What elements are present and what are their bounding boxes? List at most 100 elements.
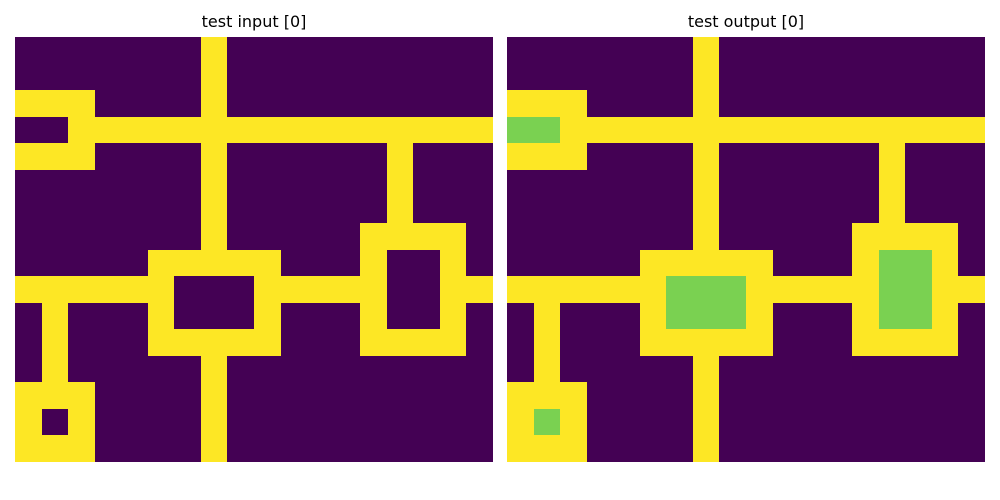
grid-cell (227, 408, 254, 436)
grid-cell (852, 63, 879, 91)
grid-cell (692, 90, 720, 117)
grid-cell (719, 222, 746, 250)
grid-cell (613, 276, 640, 303)
grid-cell (253, 143, 281, 170)
grid-cell (15, 63, 42, 91)
grid-cell (413, 143, 440, 170)
grid-cell (639, 63, 667, 91)
grid-cell (852, 169, 879, 197)
grid-cell (174, 37, 201, 64)
grid-cell (931, 37, 959, 64)
grid-cell (174, 169, 201, 197)
grid-cell (692, 276, 720, 303)
grid-cell (360, 249, 387, 277)
grid-cell (692, 302, 720, 330)
grid-cell (586, 302, 614, 330)
grid-cell (613, 37, 640, 64)
grid-cell (41, 196, 69, 223)
grid-cell (666, 408, 693, 436)
grid-cell (745, 276, 773, 303)
grid-cell (333, 169, 361, 197)
grid-cell (439, 249, 467, 277)
grid-cell (852, 355, 879, 383)
grid-cell (333, 37, 361, 64)
grid-cell (227, 196, 254, 223)
grid-cell (68, 169, 95, 197)
grid-cell (386, 169, 414, 197)
grid-cell (94, 37, 122, 64)
grid-cell (772, 169, 800, 197)
grid-cell (745, 37, 773, 64)
grid-cell (905, 143, 932, 170)
grid-cell (772, 276, 800, 303)
grid-cell (121, 329, 148, 356)
grid-cell (878, 408, 906, 436)
grid-cell (666, 196, 693, 223)
grid-cell (439, 302, 467, 330)
grid-cell (200, 37, 228, 64)
grid-cell (439, 116, 467, 144)
grid-cell (586, 196, 614, 223)
grid-cell (280, 90, 308, 117)
grid-cell (439, 196, 467, 223)
grid-cell (666, 37, 693, 64)
grid-cell (507, 329, 534, 356)
grid-cell (507, 116, 534, 144)
grid-cell (772, 382, 800, 409)
grid-cell (227, 116, 254, 144)
grid-cell (333, 249, 361, 277)
grid-cell (227, 90, 254, 117)
grid-cell (719, 408, 746, 436)
grid-cell (719, 249, 746, 277)
grid-cell (15, 382, 42, 409)
grid-cell (613, 90, 640, 117)
grid-cell (825, 63, 853, 91)
grid-cell (121, 222, 148, 250)
grid-cell (852, 329, 879, 356)
grid-cell (586, 435, 614, 462)
grid-cell (147, 143, 175, 170)
grid-cell (121, 355, 148, 383)
grid-cell (15, 276, 42, 303)
output-panel-title: test output [0] (687, 12, 805, 31)
grid-cell (825, 382, 853, 409)
grid-cell (147, 355, 175, 383)
grid-cell (905, 435, 932, 462)
grid-cell (586, 116, 614, 144)
grid-cell (15, 329, 42, 356)
grid-cell (200, 302, 228, 330)
grid-cell (94, 249, 122, 277)
grid-cell (147, 302, 175, 330)
grid-cell (533, 329, 561, 356)
grid-cell (719, 382, 746, 409)
grid-cell (147, 408, 175, 436)
grid-cell (905, 222, 932, 250)
grid-cell (825, 302, 853, 330)
grid-cell (560, 90, 587, 117)
grid-cell (307, 249, 334, 277)
grid-cell (852, 435, 879, 462)
grid-cell (227, 63, 254, 91)
grid-cell (639, 169, 667, 197)
grid-cell (466, 302, 493, 330)
grid-cell (799, 382, 826, 409)
grid-cell (745, 143, 773, 170)
grid-cell (439, 355, 467, 383)
grid-cell (613, 196, 640, 223)
grid-cell (15, 355, 42, 383)
grid-cell (958, 435, 985, 462)
grid-cell (386, 355, 414, 383)
grid-cell (413, 276, 440, 303)
grid-cell (360, 196, 387, 223)
grid-cell (719, 196, 746, 223)
grid-cell (386, 382, 414, 409)
grid-cell (931, 143, 959, 170)
grid-cell (507, 355, 534, 383)
grid-cell (200, 382, 228, 409)
grid-cell (41, 37, 69, 64)
grid-cell (852, 408, 879, 436)
grid-cell (852, 116, 879, 144)
grid-cell (799, 329, 826, 356)
grid-cell (94, 302, 122, 330)
grid-cell (121, 90, 148, 117)
